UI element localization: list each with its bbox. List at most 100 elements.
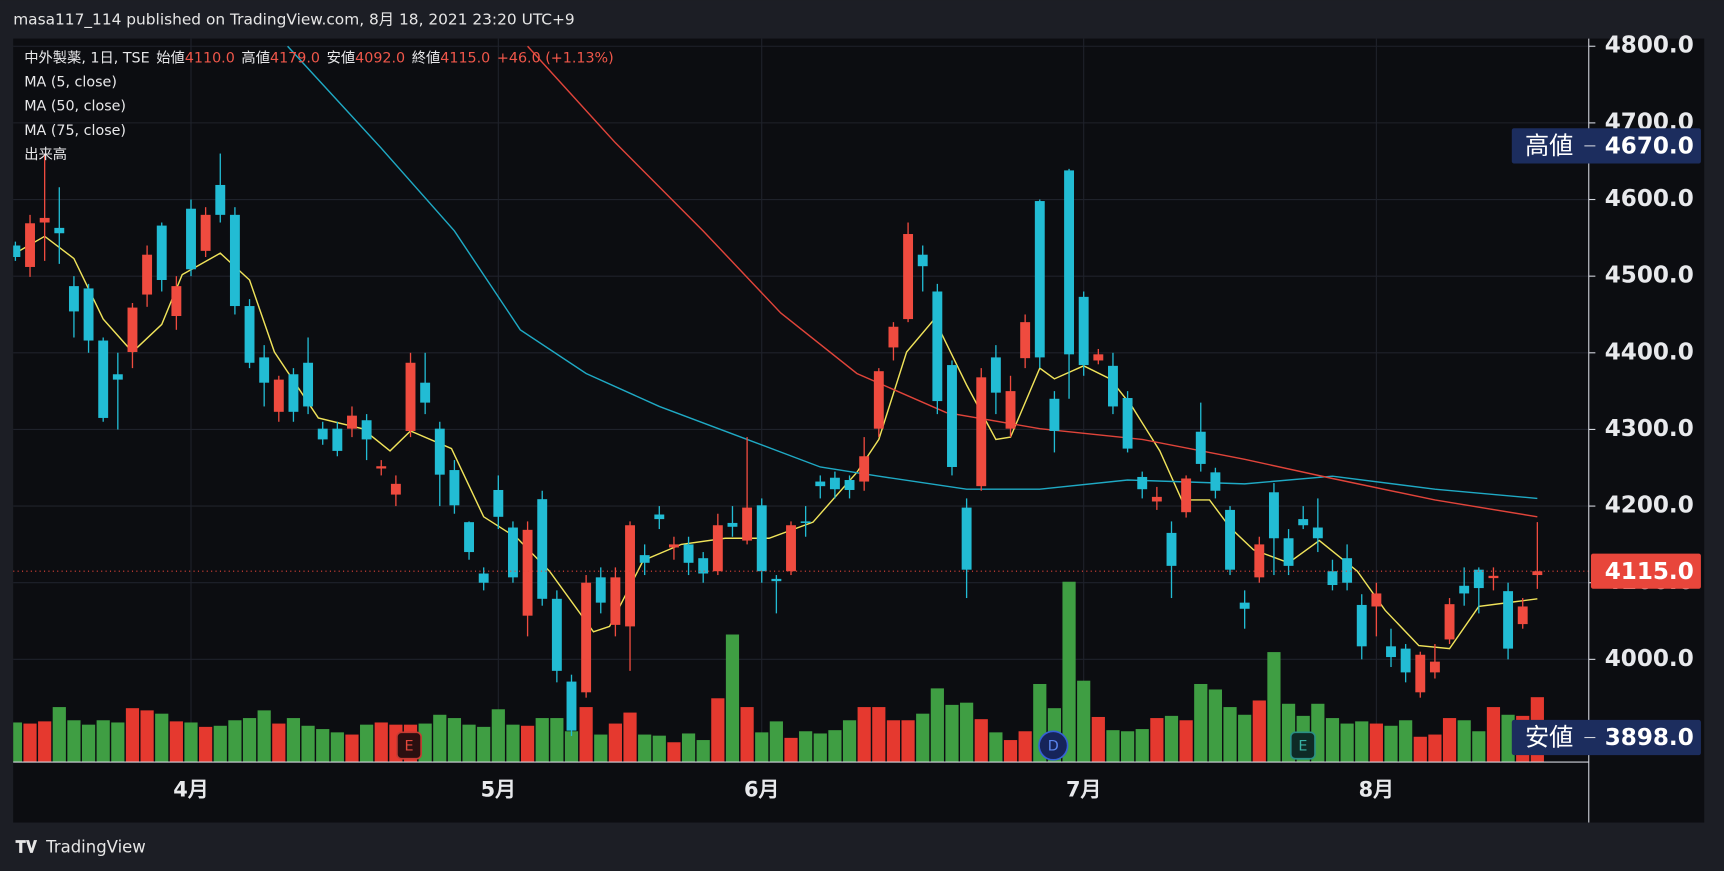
volume-bar [1413,736,1427,763]
y-tick-label: 4300.0 [1605,416,1694,442]
volume-bar [872,707,886,763]
brand[interactable]: TradingView [45,837,146,856]
volume-bar [447,718,462,763]
x-tick-label: 8月 [1359,778,1394,802]
y-tick-label: 4800.0 [1605,33,1694,59]
volume-bar [740,707,754,763]
volume-bar [1472,731,1486,763]
value: 4092.0 [355,50,405,66]
candle-body [142,254,153,295]
candle-body [273,379,284,412]
legend-entry[interactable]: MA (5, close) [24,75,117,91]
candle-body [1151,496,1162,502]
grid [13,38,1589,763]
candle-body [25,223,35,267]
volume-bar [960,702,974,763]
candle-body [917,254,928,267]
candle-body [1239,602,1250,609]
candle-body [1429,661,1440,673]
candle-body [844,480,855,490]
volume-bar [345,734,359,763]
volume-bar [945,704,959,763]
y-tick-label: 4600.0 [1605,186,1694,212]
candle-body [215,184,226,215]
candle-body [390,483,401,495]
candle-body [1064,170,1075,355]
volume-bar [477,726,491,763]
volume-bar [1120,731,1135,763]
candle-body [1166,532,1177,566]
candle-body [727,522,738,527]
legend-entry[interactable]: MA (75, close) [24,123,126,139]
volume-bar [1077,680,1091,763]
y-tick-label: 4500.0 [1605,263,1694,289]
candle-body [1210,472,1221,491]
volume-bar [1340,723,1354,763]
candle-body [112,374,123,380]
candle-body [420,382,431,403]
candle-body [1532,571,1543,576]
volume-bar [520,725,535,763]
volume-bar [491,709,505,763]
candle-body [786,525,796,572]
volume-bar [272,723,286,763]
candle-body [1020,322,1031,359]
volume-bar [96,720,110,763]
volume-bar [228,720,242,763]
volume-bar [813,733,827,763]
event-badge[interactable] [1289,731,1316,760]
candle-body [639,555,650,563]
volume-bar [1252,700,1266,763]
volume-bar [1384,725,1398,763]
volume-bar [67,720,81,763]
volume-bar [286,718,301,763]
event-badge[interactable] [396,731,422,760]
volume-bar [916,713,930,763]
candle-body [595,577,606,603]
volume-bar [638,734,652,763]
volume-bar [1091,716,1105,763]
volume-bar [769,721,783,763]
value: 4115.0 [440,50,490,66]
candle-body [405,362,416,431]
candle-body [1371,593,1382,607]
volume-bar [184,722,198,763]
candle-body [668,544,679,548]
volume-bar [242,718,257,763]
volume-bar [360,724,374,763]
candle-body [244,306,255,363]
event-badge[interactable] [1038,730,1069,761]
candle-body [83,288,94,341]
candle-body [625,525,635,627]
candle-body [1122,398,1133,449]
label: 安値 [327,49,356,66]
candle-body [873,371,884,429]
legend-entry[interactable]: 出来高 [24,146,67,163]
legend-entry[interactable]: MA (50, close) [24,99,126,115]
legend-line: 中外製薬, 1日, TSE 始値4110.0 高値4179.0 安値4092.0 終値4… [24,49,614,66]
price-tag-label: 4670.0 [1605,133,1694,159]
volume-bar [623,712,637,763]
volume-bar [799,731,813,763]
volume-bar [1179,720,1193,763]
volume-bar [667,742,681,763]
event-label[interactable]: D [1048,739,1059,755]
candle-body [932,291,943,402]
price-tag [1511,128,1701,164]
volume-bar [579,707,593,763]
volume-bar [330,732,344,763]
volume-bar [989,732,1003,763]
candle-body [493,489,504,517]
event-label[interactable]: E [404,739,413,755]
candle-body [508,527,518,578]
event-label[interactable]: E [1298,739,1307,755]
volume-bar [535,718,549,763]
price-tag-name: 安値 [1525,724,1573,752]
volume-bar [81,724,96,763]
change: +46.0 (+1.13%) [497,50,614,66]
volume-bar [550,718,564,763]
volume-bar [1062,581,1076,763]
volume-bar [111,722,125,763]
candle-body [54,227,65,234]
volume-bar [681,733,696,763]
